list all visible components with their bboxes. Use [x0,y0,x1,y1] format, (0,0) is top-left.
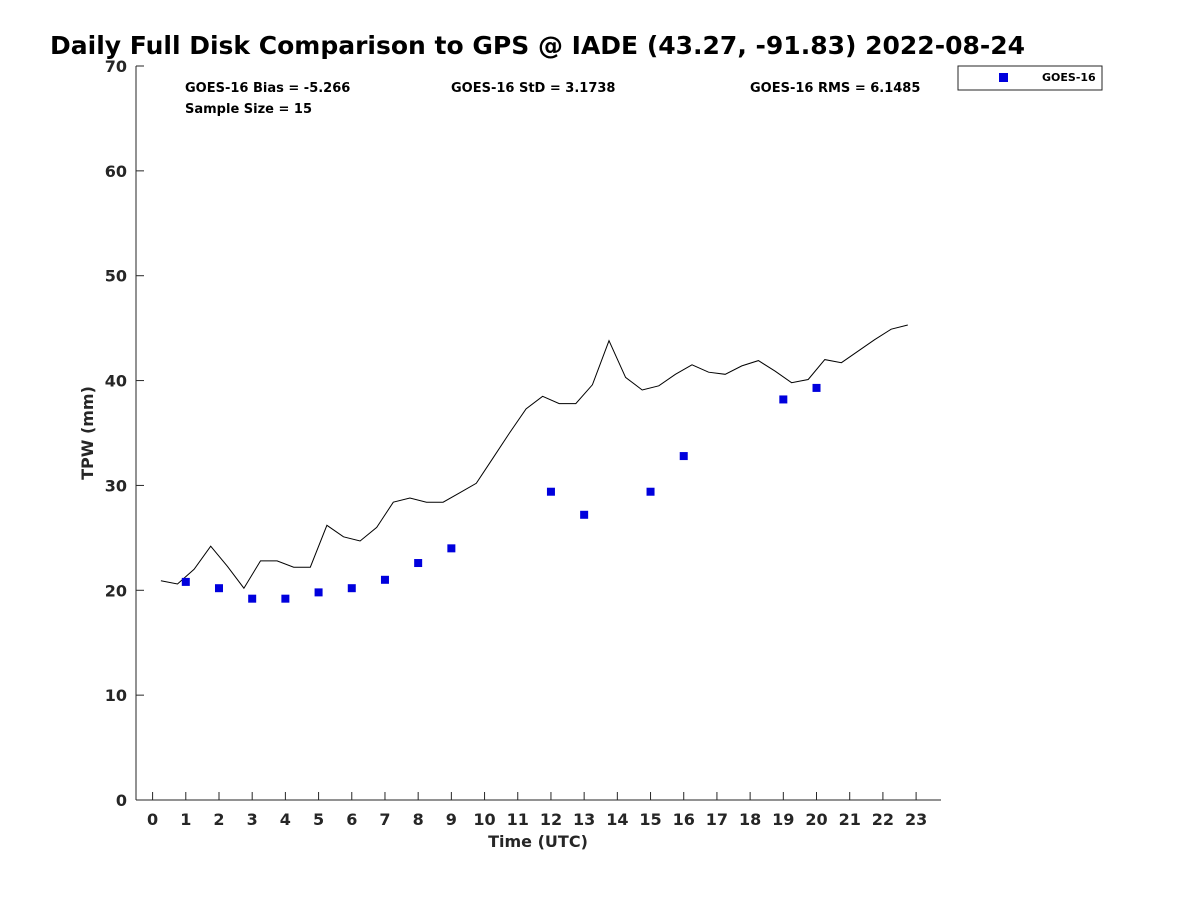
y-tick-label: 70 [105,57,127,76]
x-tick-label: 19 [772,810,794,829]
goes16-point [580,510,589,519]
goes16-point [779,395,788,404]
y-tick-label: 20 [105,581,127,600]
goes16-point [347,584,356,593]
goes16-point [314,588,323,597]
x-tick-label: 10 [473,810,495,829]
goes16-point [248,594,257,603]
legend-marker [999,73,1008,82]
stat-bias: GOES-16 Bias = -5.266 [185,81,350,96]
goes16-point [414,559,423,568]
x-tick-label: 17 [706,810,728,829]
x-tick-label: 15 [639,810,661,829]
x-tick-label: 8 [413,810,424,829]
y-tick-label: 10 [105,686,127,705]
x-tick-label: 3 [247,810,258,829]
x-tick-label: 14 [606,810,628,829]
x-tick-label: 9 [446,810,457,829]
x-tick-label: 2 [213,810,224,829]
x-tick-label: 4 [280,810,291,829]
x-tick-label: 18 [739,810,761,829]
gps-line [160,324,908,590]
x-tick-label: 12 [540,810,562,829]
stat-rms: GOES-16 RMS = 6.1485 [750,81,920,96]
x-tick-label: 21 [839,810,861,829]
x-tick-label: 20 [805,810,827,829]
goes16-point [281,594,290,603]
plot-axes [135,66,941,801]
reference-line-series [160,324,908,590]
goes16-point [679,452,688,461]
chart-title: Daily Full Disk Comparison to GPS @ IADE… [50,31,1025,60]
legend-box [957,65,1103,91]
x-tick-label: 22 [872,810,894,829]
goes16-point [214,584,223,593]
x-tick-label: 5 [313,810,324,829]
x-tick-label: 1 [180,810,191,829]
y-tick-label: 30 [105,476,127,495]
x-tick-label: 16 [673,810,695,829]
y-tick-label: 60 [105,162,127,181]
y-tick-label: 50 [105,267,127,286]
x-axis-label: Time (UTC) [488,832,588,851]
goes16-point [181,577,190,586]
stat-std: GOES-16 StD = 3.1738 [451,81,615,96]
x-tick-label: 0 [147,810,158,829]
x-tick-label: 6 [346,810,357,829]
x-tick-label: 11 [507,810,529,829]
goes16-point [812,383,821,392]
x-tick-label: 13 [573,810,595,829]
goes16-point [646,487,655,496]
legend-label-goes16: GOES-16 [1042,71,1096,84]
goes16-point [380,575,389,584]
y-axis-label: TPW (mm) [78,386,97,480]
stat-sample-size: Sample Size = 15 [185,102,312,117]
x-tick-label: 23 [905,810,927,829]
goes16-point [447,544,456,553]
y-tick-label: 40 [105,372,127,391]
goes16-point [546,487,555,496]
y-ticks: 0 10 20 30 40 50 60 70 [105,57,144,810]
y-tick-label: 0 [116,791,127,810]
x-tick-label: 7 [379,810,390,829]
legend: GOES-16 [957,65,1103,91]
x-ticks: 0 1 2 3 4 5 6 7 8 9 10 11 12 13 14 15 16 17 18 19 20 21 22 23 [147,792,927,829]
goes16-points [181,383,821,603]
